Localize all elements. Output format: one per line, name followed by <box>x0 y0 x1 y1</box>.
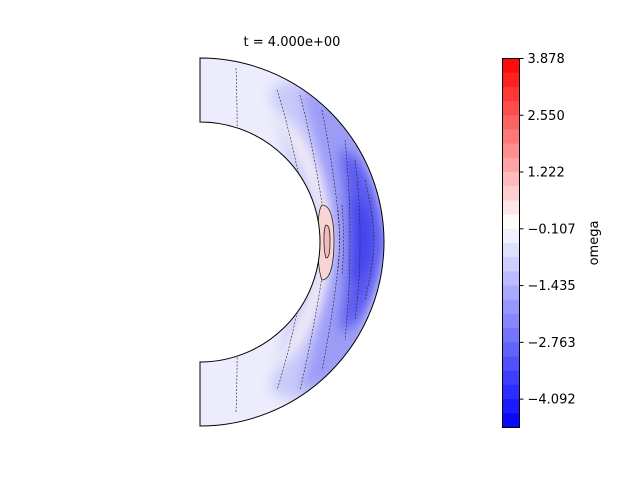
colorbar-band <box>502 399 520 414</box>
colorbar-tick-label: 2.550 <box>528 109 565 124</box>
colorbar-band <box>502 328 520 343</box>
colorbar-band <box>502 86 520 102</box>
colorbar-band <box>502 313 520 329</box>
contour-line <box>337 209 340 271</box>
colorbar-band <box>502 200 520 216</box>
colorbar-tick-label: 1.222 <box>528 166 565 181</box>
colorbar-band <box>502 342 520 358</box>
colorbar-band <box>502 243 520 258</box>
colorbar-band <box>502 115 520 130</box>
colorbar-band <box>502 384 520 400</box>
island-inner <box>323 224 331 259</box>
colorbar-band <box>502 186 520 201</box>
colorbar-tick-label: −4.092 <box>528 393 576 408</box>
colorbar-band <box>502 271 520 287</box>
colorbar-tick-label: −2.763 <box>528 336 576 351</box>
contour-line <box>364 179 375 301</box>
contour-line <box>354 159 361 321</box>
field-region-mid-blue <box>300 90 384 390</box>
contour-line <box>321 109 341 371</box>
colorbar-band <box>502 413 520 428</box>
colorbar-tick-label: −0.107 <box>528 222 576 237</box>
chart-title: t = 4.000e+00 <box>244 35 341 50</box>
colorbar-band <box>502 157 520 173</box>
colorbar-band <box>502 101 520 116</box>
colorbar-band <box>502 172 520 187</box>
colorbar-band <box>502 58 520 74</box>
colorbar-frame <box>502 58 520 428</box>
colorbar-band <box>502 129 520 145</box>
colorbar-label: omega <box>587 221 602 266</box>
colorbar-band <box>502 72 520 88</box>
colorbar-ticks: 3.878 2.550 1.222 −0.107 −1.435 −2.763 −4.092 <box>519 52 576 408</box>
colorbar: 3.8782.5501.222−0.107−1.435−2.763−4.092 … <box>502 52 602 428</box>
colorbar-band <box>502 228 520 244</box>
colorbar-band <box>502 356 520 372</box>
colorbar-band <box>502 370 520 386</box>
colorbar-band <box>502 285 520 301</box>
field-region-inner-white <box>270 110 332 370</box>
colorbar-band <box>502 299 520 315</box>
shell-plot <box>199 57 385 427</box>
colorbar-band <box>502 143 520 159</box>
shell-outline <box>199 57 385 427</box>
colorbar-tick-label: −1.435 <box>528 279 576 294</box>
field-region-darker-blue <box>352 195 370 285</box>
contour-line <box>341 204 344 276</box>
colorbar-bands <box>502 58 520 428</box>
colorbar-band <box>502 257 520 272</box>
colorbar-tick-label: 3.878 <box>528 52 565 67</box>
colorbar-band <box>502 214 520 230</box>
contour-line <box>344 139 351 341</box>
